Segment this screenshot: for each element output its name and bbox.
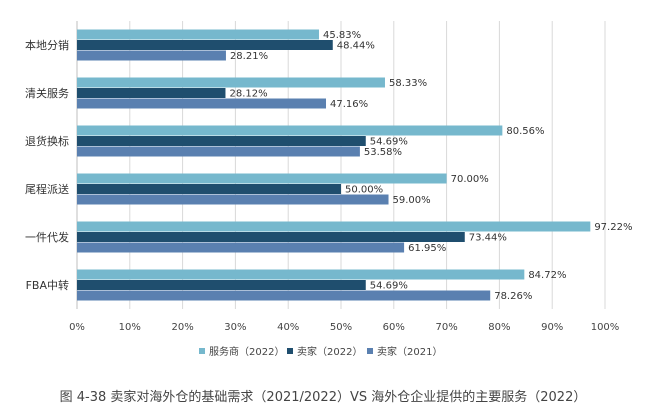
x-tick-label: 30% [224,322,246,333]
bar [77,136,366,146]
bar-value-label: 47.16% [330,99,368,110]
bar-value-label: 45.83% [323,30,361,41]
x-tick-label: 60% [383,322,405,333]
legend-swatch [367,348,373,354]
bar [77,77,385,88]
bar [77,194,389,205]
bar-value-label: 53.58% [364,147,402,158]
category-label: FBA中转 [26,278,69,292]
bar [77,280,366,290]
bar-value-label: 84.72% [528,270,566,281]
category-label: 本地分销 [25,38,69,52]
legend: 服务商（2022） 卖家（2022） 卖家（2021） [199,345,442,358]
x-tick-label: 0% [69,322,85,333]
legend-swatch [287,348,293,354]
gridlines [76,21,606,309]
x-tick-label: 70% [435,322,457,333]
bar [77,221,591,232]
bar-value-label: 54.69% [370,137,408,148]
bars: 45.83%48.44% 28.21% 58.33% 28.12% 47.16% 80.5… [77,29,632,302]
bar [77,232,465,242]
x-tick-label: 100% [591,322,620,333]
bar [77,88,226,98]
bar-value-label: 80.56% [506,126,544,137]
x-tick-label: 40% [277,322,299,333]
x-tick-label: 50% [330,322,352,333]
bar-value-label: 28.21% [230,51,268,62]
x-tick-label: 80% [488,322,510,333]
bar [77,125,503,136]
bar-value-label: 61.95% [408,243,446,254]
legend-label: 卖家（2021） [377,345,442,358]
category-label: 退货换标 [25,134,69,148]
bar [77,242,405,253]
bar-value-label: 59.00% [393,195,431,206]
bar [77,50,226,61]
bar [77,146,360,157]
bar [77,40,333,50]
bar [77,173,447,184]
x-tick-label: 90% [541,322,563,333]
x-tick-labels: 0% 10% 20% 30% 40% 50% 60% 70% 80% 90% 100% [69,322,619,333]
legend-label: 服务商（2022） [209,345,284,358]
legend-label: 卖家（2022） [297,345,362,358]
bar-value-label: 97.22% [594,222,632,233]
bar [77,269,525,280]
bar-value-label: 73.44% [469,233,507,244]
bar-value-label: 58.33% [389,78,427,89]
bar-chart: 45.83%48.44% 28.21% 58.33% 28.12% 47.16% 80.5… [25,21,632,358]
x-tick-label: 10% [119,322,141,333]
category-label: 清关服务 [25,86,69,100]
category-label: 一件代发 [25,230,69,244]
bar-value-label: 48.44% [337,41,375,52]
bar [77,98,327,109]
bar [77,184,341,194]
bar-value-label: 78.26% [494,291,532,302]
bar-value-label: 70.00% [451,174,489,185]
bar [77,290,491,301]
bar-value-label: 54.69% [370,281,408,292]
bar-value-label: 50.00% [345,185,383,196]
bar [77,29,319,40]
bar-value-label: 28.12% [229,89,267,100]
legend-swatch [199,348,205,354]
x-tick-label: 20% [171,322,193,333]
figure-caption: 图 4-38 卖家对海外仓的基础需求（2021/2022）VS 海外仓企业提供的… [59,390,587,405]
category-label: 尾程派送 [25,182,69,196]
